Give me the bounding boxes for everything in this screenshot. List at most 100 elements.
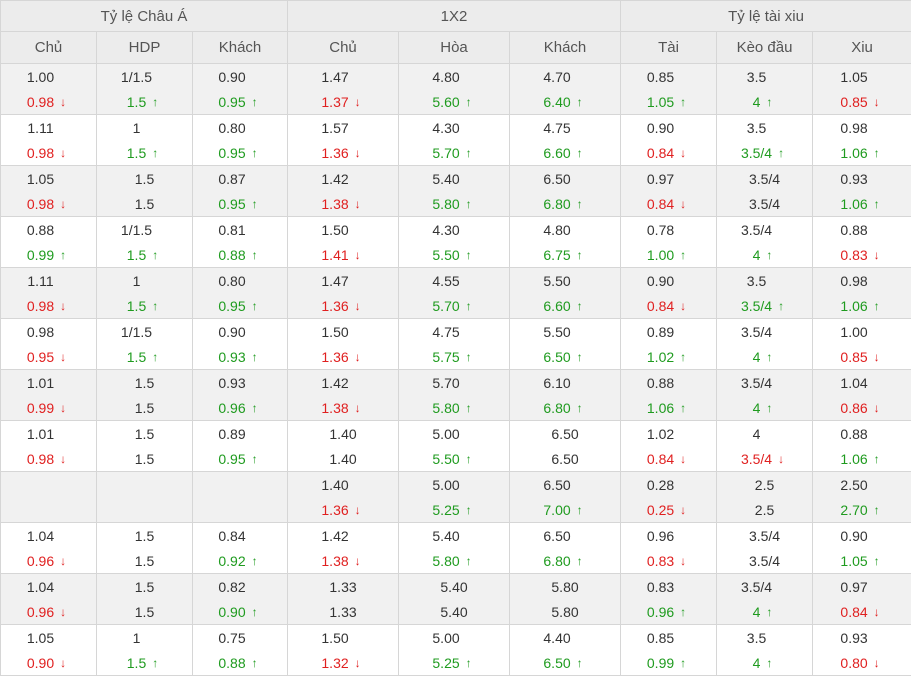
- live-odds: 0.90 ↑: [193, 599, 287, 624]
- opening-odds: 5.00: [399, 472, 509, 497]
- opening-odds: 0.28: [621, 472, 716, 497]
- arrow-up-icon: ↑: [576, 502, 583, 517]
- opening-value: 0.28: [646, 476, 675, 493]
- odds-cell: 0.88 1.06 ↑: [620, 369, 718, 421]
- arrow-down-icon: ↓: [873, 400, 880, 415]
- arrow-up-icon: ↑: [576, 349, 583, 364]
- live-value: 1.06: [840, 450, 868, 467]
- live-odds: 3.5/4 ↑: [717, 140, 812, 165]
- opening-odds: 6.50: [510, 166, 620, 191]
- opening-value: 1.42: [321, 374, 349, 391]
- arrow-up-icon: ↑: [576, 553, 583, 568]
- live-value: 0.86: [840, 399, 868, 416]
- opening-odds: 0.93: [193, 370, 287, 395]
- live-odds: 6.75 ↑: [510, 242, 620, 267]
- live-value: 0.96: [646, 603, 675, 620]
- live-value: 0.84: [646, 450, 675, 467]
- live-odds: 0.93 ↑: [193, 344, 287, 369]
- arrow-up-icon: ↑: [778, 298, 785, 313]
- opening-value: 5.40: [432, 527, 460, 544]
- odds-cell: 3.5/4 4 ↑: [716, 573, 814, 625]
- opening-value: 1.40: [329, 425, 357, 442]
- opening-value: 1.11: [27, 272, 54, 289]
- opening-odds: 5.40: [399, 166, 509, 191]
- odds-cell: 1.42 1.38 ↓: [287, 165, 400, 217]
- arrow-up-icon: ↑: [465, 502, 472, 517]
- live-value: 1.06: [840, 144, 868, 161]
- opening-odds: 1.05: [1, 166, 96, 191]
- opening-value: 1: [132, 272, 141, 289]
- odds-cell: 3.5/4 3.5/4: [716, 165, 814, 217]
- odds-cell: 0.82 0.90 ↑: [191, 573, 289, 625]
- live-odds: 1.06 ↑: [813, 293, 911, 318]
- live-value: 0.95: [218, 450, 246, 467]
- live-odds: 1.06 ↑: [621, 395, 716, 420]
- live-odds: 5.80: [510, 599, 620, 624]
- live-value: 0.96: [26, 603, 55, 620]
- table-row: 1.11 0.98 ↓ 1 1.5 ↑ 0.80 0.95 ↑ 1.47 1.36 ↓ 4.55 5.70…: [0, 267, 911, 319]
- odds-cell: 1.42 1.38 ↓: [287, 369, 400, 421]
- opening-odds: 1.5: [97, 421, 192, 446]
- odds-cell: 1.50 1.41 ↓: [287, 216, 400, 268]
- live-value: 5.80: [432, 552, 460, 569]
- live-odds: 0.96 ↑: [621, 599, 716, 624]
- live-value: 1.5: [126, 246, 147, 263]
- opening-value: 0.93: [218, 374, 246, 391]
- odds-cell: 0.87 0.95 ↑: [191, 165, 289, 217]
- live-odds: 5.70 ↑: [399, 293, 509, 318]
- live-odds: 1.06 ↑: [813, 140, 911, 165]
- table-body: 1.00 0.98 ↓ 1/1.5 1.5 ↑ 0.90 0.95 ↑ 1.47 1.37 ↓ 4.80…: [0, 63, 911, 676]
- opening-odds: 1/1.5: [97, 319, 192, 344]
- arrow-up-icon: ↑: [766, 349, 773, 364]
- odds-cell: 4.80 5.60 ↑: [398, 63, 511, 115]
- live-value: 1.36: [321, 348, 349, 365]
- arrow-up-icon: ↑: [873, 298, 880, 313]
- opening-value: 0.90: [646, 272, 675, 289]
- opening-odds: 1.00: [813, 319, 911, 344]
- arrow-up-icon: ↑: [251, 604, 258, 619]
- opening-value: 1.33: [329, 578, 357, 595]
- live-odds: 5.40: [399, 599, 509, 624]
- arrow-down-icon: ↓: [354, 349, 361, 364]
- arrow-down-icon: ↓: [60, 655, 67, 670]
- opening-value: 4.30: [432, 221, 460, 238]
- arrow-down-icon: ↓: [680, 451, 687, 466]
- opening-odds: 5.00: [399, 625, 509, 650]
- odds-cell: 0.93 0.96 ↑: [191, 369, 289, 421]
- arrow-down-icon: ↓: [354, 655, 361, 670]
- opening-value: 0.98: [26, 323, 55, 340]
- arrow-up-icon: ↑: [766, 94, 773, 109]
- arrow-down-icon: ↓: [354, 145, 361, 160]
- live-odds: 0.98 ↓: [1, 140, 96, 165]
- live-value: 5.80: [551, 603, 579, 620]
- live-odds: 6.60 ↑: [510, 293, 620, 318]
- odds-cell: 5.50 6.50 ↑: [509, 318, 622, 370]
- live-odds: 0.88 ↑: [193, 650, 287, 675]
- arrow-up-icon: ↑: [576, 94, 583, 109]
- odds-cell: 0.90 0.93 ↑: [191, 318, 289, 370]
- arrow-up-icon: ↑: [152, 349, 159, 364]
- live-odds: 0.99 ↑: [621, 650, 716, 675]
- odds-cell: 1.11 0.98 ↓: [0, 267, 97, 319]
- live-odds: 3.5/4 ↓: [717, 446, 812, 471]
- live-value: 0.90: [218, 603, 246, 620]
- live-odds: 1.05 ↑: [621, 89, 716, 114]
- live-value: 6.80: [543, 399, 571, 416]
- arrow-up-icon: ↑: [251, 655, 258, 670]
- opening-value: 1: [132, 629, 141, 646]
- opening-value: 1.5: [134, 374, 155, 391]
- odds-cell: 1.5 1.5: [96, 522, 193, 574]
- opening-odds: [97, 472, 192, 497]
- odds-cell: 1.47 1.36 ↓: [287, 267, 400, 319]
- opening-value: 1/1.5: [120, 221, 153, 238]
- live-odds: 0.84 ↓: [621, 293, 716, 318]
- arrow-up-icon: ↑: [766, 604, 773, 619]
- opening-value: 1.50: [321, 221, 349, 238]
- opening-odds: 1.04: [1, 574, 96, 599]
- opening-odds: 1.00: [1, 64, 96, 89]
- odds-cell: 3.5/4 4 ↑: [716, 369, 814, 421]
- live-value: 5.80: [432, 195, 460, 212]
- opening-odds: 5.00: [399, 421, 509, 446]
- arrow-up-icon: ↑: [152, 655, 159, 670]
- live-value: 5.60: [432, 93, 460, 110]
